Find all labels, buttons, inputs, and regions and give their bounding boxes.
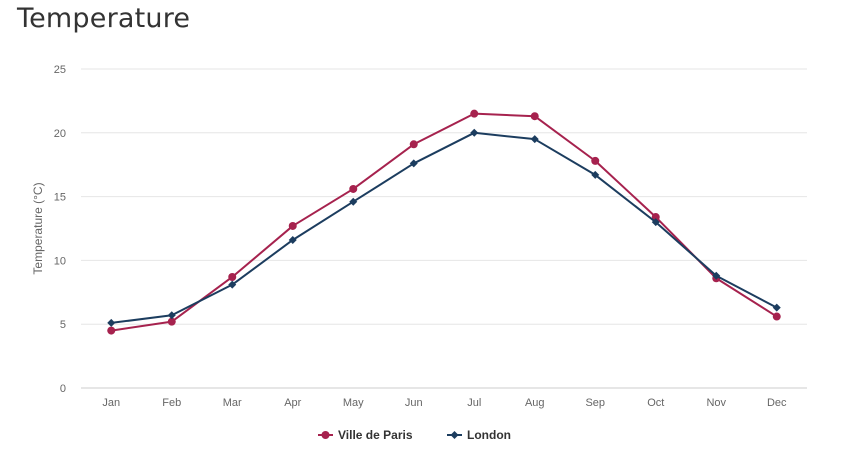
data-point[interactable] (228, 272, 237, 281)
y-axis-title: Temperature (°C) (31, 182, 45, 274)
data-point[interactable] (591, 156, 600, 165)
data-point[interactable] (651, 218, 660, 227)
chart-title: Temperature (17, 3, 191, 34)
legend-label: London (467, 428, 511, 442)
grid-layer (81, 68, 807, 389)
data-point[interactable] (288, 235, 297, 244)
x-tick-label: Feb (162, 397, 181, 409)
y-tick-label: 25 (54, 64, 66, 76)
data-point[interactable] (409, 159, 418, 168)
y-tick-labels: 0 5 10 15 20 25 (54, 64, 66, 395)
x-tick-label: Jan (102, 397, 120, 409)
x-tick-label: Oct (647, 397, 664, 409)
y-tick-label: 10 (54, 255, 66, 267)
x-tick-label: Mar (223, 397, 242, 409)
legend-marker-icon[interactable] (321, 431, 330, 439)
x-tick-label: Jul (467, 397, 481, 409)
x-tick-label: May (343, 397, 364, 409)
data-point[interactable] (167, 317, 176, 326)
data-point[interactable] (530, 135, 539, 144)
legend[interactable]: Ville de Paris London (318, 428, 511, 442)
data-point[interactable] (530, 112, 539, 121)
legend-marker-icon[interactable] (450, 431, 459, 439)
data-point[interactable] (349, 197, 358, 206)
y-tick-label: 0 (60, 383, 66, 395)
data-point[interactable] (107, 318, 116, 327)
x-tick-label: Nov (706, 397, 726, 409)
series-line (110, 112, 778, 332)
data-point[interactable] (167, 311, 176, 320)
data-point[interactable] (651, 213, 660, 222)
legend-item[interactable]: London (447, 428, 511, 442)
y-tick-label: 15 (54, 192, 66, 204)
series-layer (107, 109, 781, 335)
x-tick-label: Jun (405, 397, 423, 409)
y-tick-label: 20 (54, 128, 66, 140)
data-point[interactable] (409, 140, 418, 149)
data-point[interactable] (772, 312, 781, 321)
x-tick-label: Sep (585, 397, 605, 409)
data-point[interactable] (712, 271, 721, 280)
data-point[interactable] (107, 326, 116, 335)
series-london (107, 128, 781, 327)
series-line (110, 131, 778, 324)
data-point[interactable] (228, 280, 237, 289)
data-point[interactable] (288, 221, 297, 230)
data-point[interactable] (772, 303, 781, 312)
y-tick-label: 5 (60, 319, 66, 331)
x-tick-labels: Jan Feb Mar Apr May Jun Jul Aug Sep Oct Nov Dec (102, 397, 787, 409)
x-tick-label: Aug (525, 397, 545, 409)
data-point[interactable] (349, 184, 358, 193)
data-point[interactable] (470, 109, 479, 118)
data-point[interactable] (591, 170, 600, 179)
x-tick-label: Apr (284, 397, 301, 409)
legend-item[interactable]: Ville de Paris (318, 428, 413, 442)
data-point[interactable] (470, 128, 479, 137)
legend-label: Ville de Paris (338, 428, 413, 442)
series-ville-de-paris (107, 109, 781, 335)
x-tick-label: Dec (767, 397, 787, 409)
